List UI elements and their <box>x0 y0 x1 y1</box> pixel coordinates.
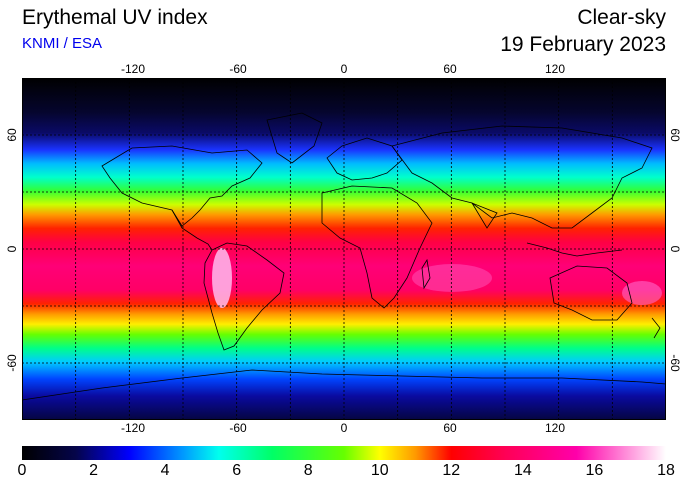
colorbar-label: 8 <box>303 462 313 479</box>
colorbar-label: 2 <box>89 462 99 479</box>
colorbar-label: 0 <box>17 462 27 479</box>
colorbar-fill <box>22 446 666 460</box>
uv-colorbar <box>22 446 666 460</box>
lon-tick-top: 0 <box>340 62 348 76</box>
indian-ocean-high-uv <box>412 264 492 292</box>
central-america-coast <box>171 209 213 251</box>
date-label: 19 February 2023 <box>500 33 666 56</box>
lon-tick-top: 60 <box>443 62 457 76</box>
page-title: Erythemal UV index <box>22 6 208 29</box>
new-zealand-coast <box>651 317 661 339</box>
colorbar-label: 6 <box>232 462 242 479</box>
india-coast <box>471 202 498 229</box>
uv-index-map <box>22 78 666 420</box>
lon-tick-bottom: 120 <box>544 421 566 435</box>
colorbar-label: 14 <box>513 462 532 479</box>
source-label: KNMI / ESA <box>22 35 103 52</box>
lon-tick-top: -120 <box>120 62 146 76</box>
pacific-high-uv <box>622 281 662 305</box>
europe-coast <box>326 137 403 181</box>
north-america-coast <box>101 145 263 227</box>
lat-tick-left: 0 <box>5 245 19 253</box>
colorbar-label: 16 <box>585 462 604 479</box>
colorbar-label: 18 <box>657 462 675 479</box>
lat-tick-right: 0 <box>668 245 682 253</box>
madagascar-coast <box>421 258 431 290</box>
lon-tick-bottom: 60 <box>443 421 457 435</box>
lon-tick-bottom: -60 <box>229 421 247 435</box>
graticule <box>22 78 666 420</box>
lon-tick-bottom: -120 <box>120 421 146 435</box>
indonesia-coast <box>526 242 623 257</box>
colorbar-label: 10 <box>370 462 389 479</box>
africa-coast <box>321 185 433 309</box>
lon-tick-top: -60 <box>229 62 247 76</box>
south-america-coast <box>203 242 285 351</box>
lon-tick-bottom: 0 <box>340 421 348 435</box>
map-frame <box>22 78 666 420</box>
lat-tick-left: 60 <box>5 128 19 142</box>
lat-tick-right: 60 <box>668 128 682 142</box>
antarctica-coast <box>22 369 666 401</box>
coastlines <box>22 112 666 401</box>
lat-tick-right: -60 <box>668 354 682 372</box>
colorbar-label: 4 <box>160 462 170 479</box>
colorbar-label: 12 <box>442 462 461 479</box>
greenland-coast <box>266 112 323 164</box>
asia-coast <box>391 125 653 229</box>
andes-high-uv <box>212 248 232 308</box>
sky-condition-label: Clear-sky <box>577 6 666 29</box>
australia-coast <box>549 265 633 321</box>
lon-tick-top: 120 <box>544 62 566 76</box>
lat-tick-left: -60 <box>5 354 19 372</box>
